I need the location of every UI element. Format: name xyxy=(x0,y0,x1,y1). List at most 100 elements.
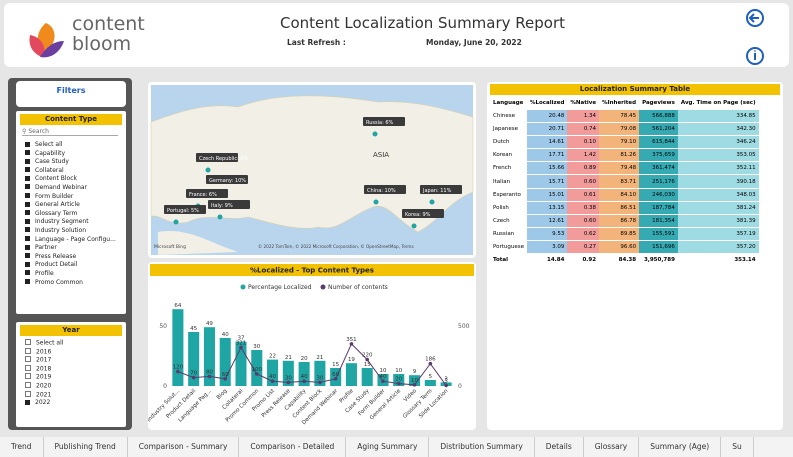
table-cell: Esperanto xyxy=(490,188,527,202)
checkbox[interactable] xyxy=(25,201,30,207)
checkbox[interactable] xyxy=(25,244,30,250)
checkbox[interactable] xyxy=(25,399,30,405)
checkbox[interactable] xyxy=(25,390,31,397)
checkbox[interactable] xyxy=(25,373,31,380)
list-item[interactable]: Promo Common xyxy=(25,279,120,288)
map-label-bg xyxy=(164,205,206,214)
list-item[interactable]: 2018 xyxy=(25,364,120,374)
table-cell: 334.85 xyxy=(677,110,759,124)
list-item[interactable]: Press Release xyxy=(25,253,120,262)
table-row[interactable]: Czech 12.61 0.60 86.78 181,354 381.39 xyxy=(490,214,759,228)
checkbox[interactable] xyxy=(25,364,31,371)
nav-icons[interactable] xyxy=(744,7,768,69)
checkbox[interactable] xyxy=(25,150,30,156)
item-label: Demand Webinar xyxy=(35,183,88,191)
page-tab[interactable]: Su xyxy=(721,437,754,457)
page-tab[interactable]: Publishing Trend xyxy=(44,437,128,457)
item-label: Product Detail xyxy=(35,261,78,269)
list-item[interactable]: Collateral xyxy=(25,167,120,176)
list-item[interactable]: 2017 xyxy=(25,356,120,365)
content-type-slicer: Content Type ⚲ Search Select all Capabili… xyxy=(16,111,126,314)
bar xyxy=(235,341,247,386)
list-item[interactable]: Profile xyxy=(25,270,120,279)
checkbox[interactable] xyxy=(25,218,30,224)
table-cell: 0.60 xyxy=(567,174,600,189)
list-item[interactable]: Select all xyxy=(25,339,120,348)
list-item[interactable]: 2016 xyxy=(25,347,120,357)
table-cell: 346.24 xyxy=(677,135,759,150)
table-cell: 86.78 xyxy=(599,214,640,228)
table-row[interactable]: Japanese 20.71 0.74 79.08 561,204 342.30 xyxy=(490,122,759,137)
checkbox[interactable] xyxy=(25,175,30,181)
checkbox[interactable] xyxy=(25,236,30,242)
checkbox[interactable] xyxy=(25,270,30,276)
line-value-label: 40 xyxy=(380,374,387,380)
page-tab[interactable]: Aging Summary xyxy=(346,437,430,457)
bar-value-label: 49 xyxy=(206,321,213,327)
table-wrap: Language %Localized %Native %Inherited Pagev… xyxy=(490,96,759,268)
bar-value-label: 10 xyxy=(380,368,387,374)
list-item[interactable]: 2019 xyxy=(25,373,120,382)
list-item[interactable]: Product Detail xyxy=(25,261,120,270)
list-item[interactable]: 2020 xyxy=(25,381,120,391)
table-cell: 0.89 xyxy=(567,161,600,176)
list-item[interactable]: Form Builder xyxy=(25,193,120,202)
search-box[interactable]: ⚲ Search xyxy=(22,128,118,136)
table-row[interactable]: Dutch 14.61 0.10 79.10 615,844 346.24 xyxy=(490,135,759,150)
list-item[interactable]: 2021 xyxy=(25,390,120,400)
table-row[interactable]: French 15.66 0.89 79.48 361,474 352.11 xyxy=(490,161,759,176)
list-item[interactable]: General Article xyxy=(25,201,120,210)
checkbox[interactable] xyxy=(25,167,30,173)
page-tab[interactable]: Summary (Age) xyxy=(639,437,722,457)
table-row[interactable]: Korean 17.71 1.42 81.26 375,659 353.05 xyxy=(490,148,759,163)
map-label-bg xyxy=(208,200,250,209)
page-tab[interactable]: Trend xyxy=(0,437,44,457)
page-tab[interactable]: Distribution Summary xyxy=(429,437,535,457)
list-item[interactable]: Capability xyxy=(25,150,120,159)
page-tab[interactable]: Glossary xyxy=(584,437,640,457)
checkbox[interactable] xyxy=(25,347,31,354)
page-tab[interactable]: Comparison - Summary xyxy=(128,437,240,457)
checkbox[interactable] xyxy=(25,184,30,190)
page-tab[interactable]: Comparison - Detailed xyxy=(239,437,347,457)
list-item[interactable]: Industry Solution xyxy=(25,227,120,236)
list-item[interactable]: Demand Webinar xyxy=(25,184,120,193)
table-cell: 89.85 xyxy=(599,227,640,241)
table-cell: 17.71 xyxy=(527,148,568,163)
list-item[interactable]: Case Study xyxy=(25,158,120,167)
checkbox[interactable] xyxy=(25,253,30,259)
list-item[interactable]: Select all xyxy=(25,141,120,150)
table-row[interactable]: Esperanto 15.01 0.61 84.10 246,030 348.03 xyxy=(490,188,759,202)
checkbox[interactable] xyxy=(25,193,30,199)
checkbox[interactable] xyxy=(25,158,30,164)
list-item[interactable]: Partner xyxy=(25,244,120,253)
list-item[interactable]: Language - Page Configu... xyxy=(25,236,120,245)
table-row[interactable]: Portuguese 3.09 0.27 96.60 151,696 357.20 xyxy=(490,240,759,255)
table-row[interactable]: Chinese 20.48 1.34 78.45 566,888 334.85 xyxy=(490,110,759,124)
checkbox[interactable] xyxy=(25,141,30,147)
table-row[interactable]: Polish 13.15 0.38 86.51 187,784 381.24 xyxy=(490,201,759,215)
header: content bloom Content Localization Summar… xyxy=(4,3,789,67)
bar-value-label: 15 xyxy=(332,362,339,368)
list-item[interactable]: Glossary Term xyxy=(25,210,120,219)
header-row: Language %Localized %Native %Inherited Pagev… xyxy=(490,96,759,110)
map-label: Czech Republic: 6% xyxy=(199,156,249,162)
checkbox[interactable] xyxy=(25,227,30,233)
checkbox[interactable] xyxy=(25,381,31,388)
checkbox[interactable] xyxy=(25,339,31,345)
page-tab[interactable]: Details xyxy=(535,437,584,457)
table-cell: 251,176 xyxy=(639,174,678,189)
checkbox[interactable] xyxy=(25,279,30,284)
list-item[interactable]: Industry Segment xyxy=(25,218,120,227)
checkbox[interactable] xyxy=(25,261,30,267)
x-tick-label: Slide Location xyxy=(418,388,450,420)
table-cell: Japanese xyxy=(490,122,527,137)
list-item[interactable]: Content Block xyxy=(25,175,120,184)
list-item[interactable]: 2022 xyxy=(25,399,120,408)
checkbox[interactable] xyxy=(25,356,31,363)
table-row[interactable]: Russian 9.53 0.62 89.85 155,591 357.19 xyxy=(490,227,759,241)
table-cell: Chinese xyxy=(490,110,527,124)
map-point xyxy=(411,223,417,229)
checkbox[interactable] xyxy=(25,210,30,216)
table-row[interactable]: Italian 15.71 0.60 83.71 251,176 390.18 xyxy=(490,174,759,189)
